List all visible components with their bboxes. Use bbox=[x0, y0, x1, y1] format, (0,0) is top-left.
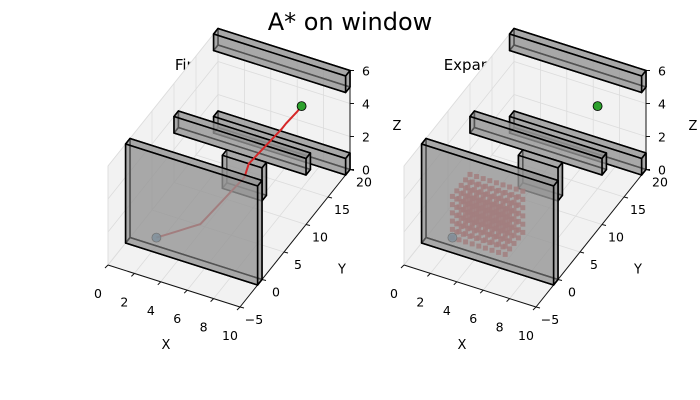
x-tick-label: 4 bbox=[147, 303, 155, 318]
y-tick-mark bbox=[535, 306, 541, 309]
y-tick-mark bbox=[579, 251, 585, 254]
x-tick-mark bbox=[427, 273, 431, 277]
x-tick-label: 6 bbox=[469, 311, 477, 326]
x-tick-mark bbox=[157, 281, 162, 286]
gridline bbox=[217, 94, 351, 137]
y-axis-label: Y bbox=[337, 262, 346, 277]
obstacle-face bbox=[420, 143, 555, 286]
z-tick-label: 2 bbox=[658, 130, 666, 145]
y-tick-label: 5 bbox=[294, 257, 302, 272]
z-axis-label: Z bbox=[689, 119, 698, 134]
obstacle-face bbox=[124, 143, 259, 286]
y-tick-mark bbox=[623, 196, 629, 199]
x-tick-label: 0 bbox=[390, 286, 398, 301]
x-tick-mark bbox=[506, 298, 510, 302]
x-tick-mark bbox=[183, 289, 188, 294]
x-tick-mark bbox=[479, 289, 484, 294]
z-tick-label: 6 bbox=[362, 64, 370, 79]
y-tick-mark bbox=[327, 196, 333, 199]
y-axis-label: Y bbox=[633, 262, 642, 277]
z-axis-label: Z bbox=[393, 119, 402, 134]
x-tick-label: 8 bbox=[200, 320, 208, 335]
y-tick-label: 15 bbox=[630, 202, 646, 217]
z-tick-label: 4 bbox=[362, 97, 370, 112]
y-tick-mark bbox=[601, 224, 607, 226]
x-tick-mark bbox=[210, 298, 214, 302]
x-tick-label: 10 bbox=[222, 328, 238, 343]
x-tick-label: 6 bbox=[173, 311, 181, 326]
y-tick-label: 20 bbox=[356, 175, 372, 190]
y-tick-label: 10 bbox=[312, 230, 328, 245]
y-tick-label: −5 bbox=[541, 312, 559, 327]
x-tick-mark bbox=[131, 273, 135, 277]
x-tick-mark bbox=[400, 264, 405, 269]
x-tick-label: 2 bbox=[120, 294, 128, 309]
y-tick-label: 10 bbox=[608, 230, 624, 245]
y-tick-label: −5 bbox=[245, 312, 263, 327]
z-tick-label: 0 bbox=[362, 163, 370, 178]
z-tick-label: 0 bbox=[658, 163, 666, 178]
x-axis-line bbox=[403, 264, 537, 308]
obstacle-face bbox=[508, 33, 643, 94]
x-axis-line bbox=[107, 264, 241, 308]
gridline bbox=[513, 94, 647, 137]
y-tick-mark bbox=[305, 224, 311, 226]
goal-marker bbox=[592, 101, 603, 111]
x-tick-label: 10 bbox=[518, 328, 534, 343]
x-tick-mark bbox=[104, 264, 109, 269]
obstacle-face bbox=[212, 33, 347, 94]
y-tick-label: 0 bbox=[568, 285, 576, 300]
x-tick-mark bbox=[236, 306, 241, 311]
gridline bbox=[513, 61, 647, 104]
x-tick-label: 2 bbox=[416, 294, 424, 309]
z-tick-label: 4 bbox=[658, 97, 666, 112]
y-tick-mark bbox=[283, 251, 289, 254]
x-tick-label: 8 bbox=[496, 320, 504, 335]
figure-title: A* on window bbox=[268, 8, 433, 36]
y-tick-label: 20 bbox=[652, 175, 668, 190]
y-tick-mark bbox=[239, 306, 245, 309]
x-tick-mark bbox=[532, 306, 537, 311]
gridline bbox=[217, 61, 351, 104]
x-tick-label: 0 bbox=[94, 286, 102, 301]
x-axis-label: X bbox=[458, 338, 467, 353]
z-tick-label: 2 bbox=[362, 130, 370, 145]
y-tick-label: 0 bbox=[272, 285, 280, 300]
x-tick-label: 4 bbox=[443, 303, 451, 318]
x-tick-mark bbox=[453, 281, 458, 286]
y-tick-label: 15 bbox=[334, 202, 350, 217]
z-tick-label: 6 bbox=[658, 64, 666, 79]
y-tick-label: 5 bbox=[590, 257, 598, 272]
goal-marker bbox=[296, 101, 307, 111]
x-axis-label: X bbox=[162, 338, 171, 353]
